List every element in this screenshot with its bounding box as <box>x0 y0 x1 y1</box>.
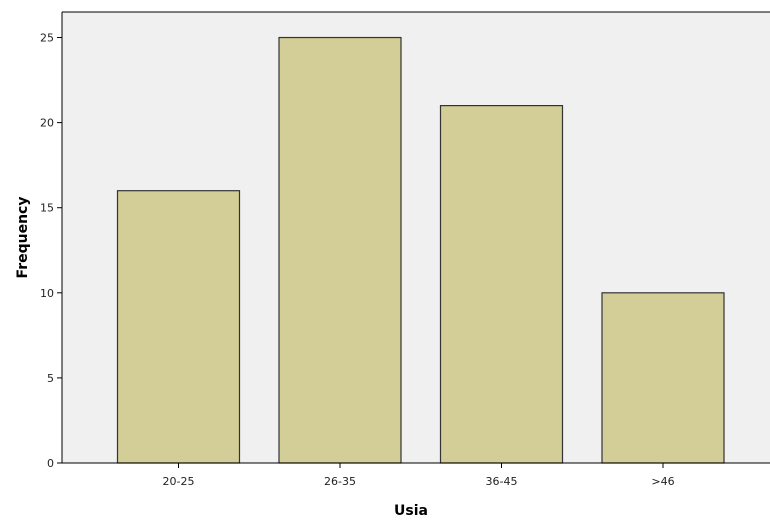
y-tick-label: 25 <box>40 32 54 45</box>
bar->46 <box>601 292 725 464</box>
y-tick-label: 0 <box>47 457 54 470</box>
axes-layer: 20-25 26-35 36-45 >46 0 5 10 15 20 25 <box>40 11 770 488</box>
y-tick-label: 10 <box>40 287 54 300</box>
bar-20-25 <box>116 190 241 464</box>
x-tick-label: 26-35 <box>324 475 356 488</box>
x-tick-label: >46 <box>651 475 674 488</box>
y-tick-label: 20 <box>40 117 54 130</box>
y-tick-label: 15 <box>40 202 54 215</box>
bars-layer <box>116 36 725 464</box>
x-axis-title: Usia <box>394 503 428 519</box>
bar-36-45 <box>439 105 564 464</box>
y-axis-title: Frequency <box>15 197 31 279</box>
y-tick-label: 5 <box>47 372 54 385</box>
x-tick-label: 36-45 <box>486 475 518 488</box>
bar-26-35 <box>278 36 402 464</box>
x-tick-label: 20-25 <box>163 475 195 488</box>
